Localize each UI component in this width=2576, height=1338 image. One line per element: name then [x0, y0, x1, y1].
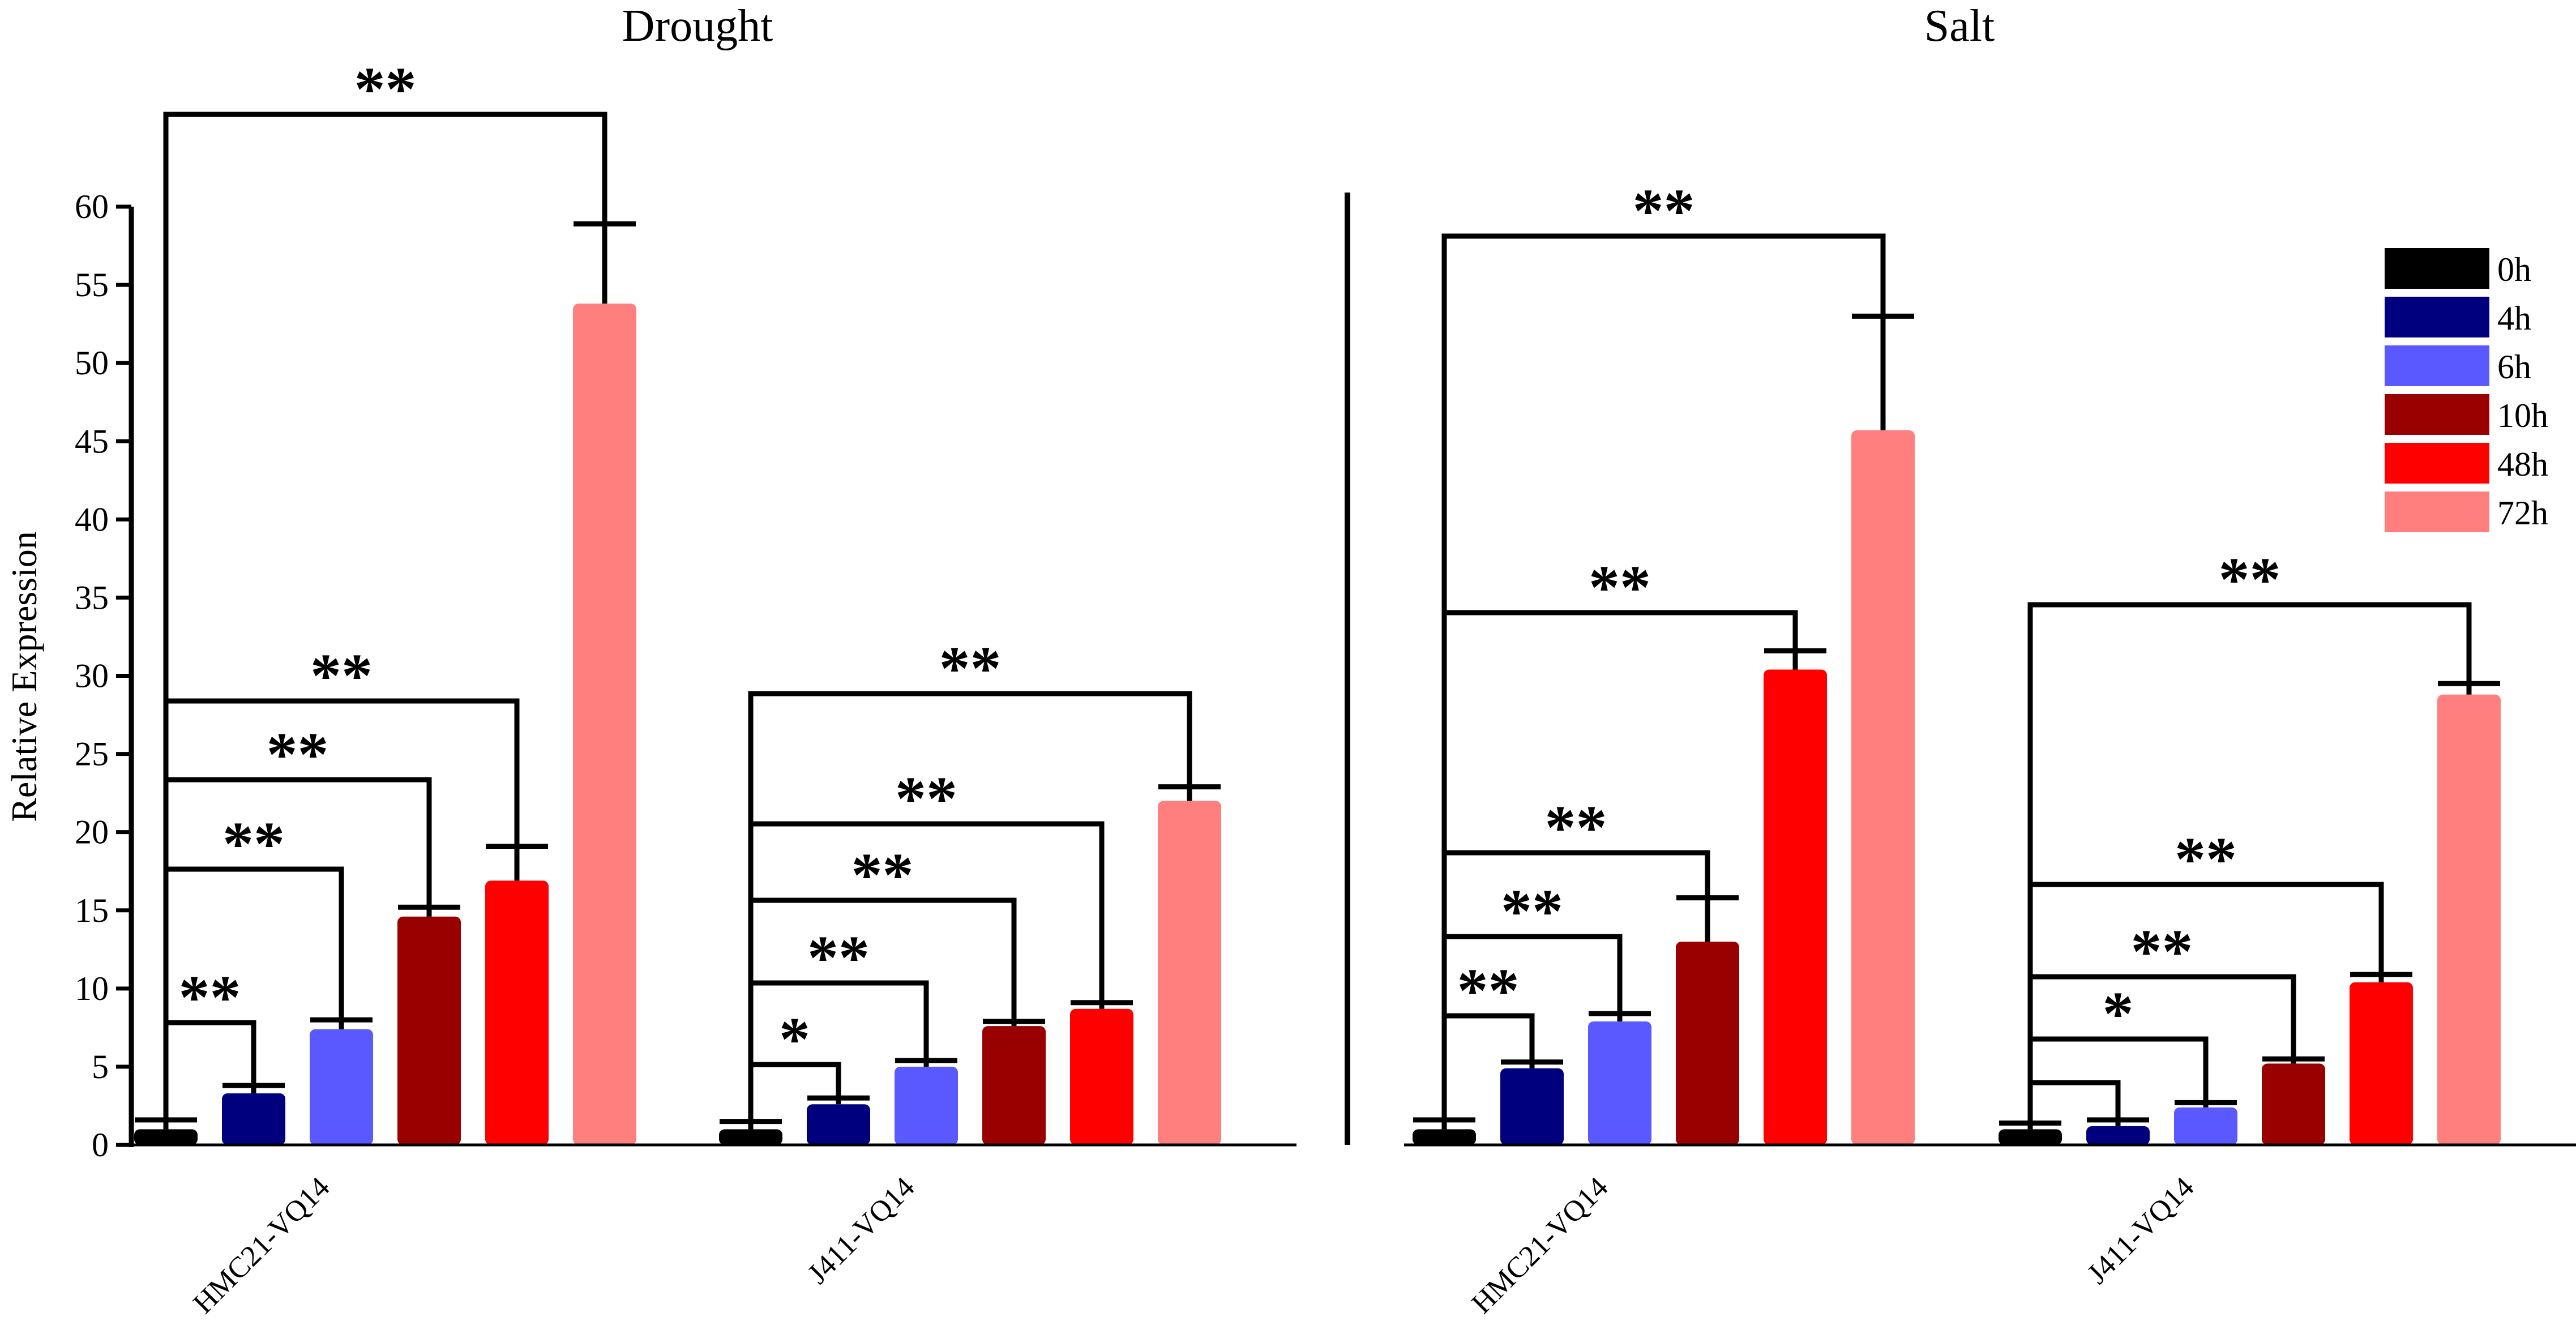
bar: [2350, 982, 2413, 1145]
y-tick-label: 50: [75, 344, 109, 382]
significance-marker: **: [2219, 545, 2281, 614]
bar: [397, 916, 461, 1145]
significance-marker: *: [2103, 979, 2134, 1048]
significance-bracket: [748, 691, 1192, 1119]
significance-marker: **: [807, 923, 870, 992]
y-tick-label: 10: [75, 970, 109, 1007]
y-tick-label: 25: [75, 736, 109, 773]
bar: [310, 1029, 373, 1145]
significance-marker: **: [1457, 956, 1520, 1025]
bar: [1851, 430, 1915, 1145]
significance-marker: **: [310, 641, 373, 710]
bar: [719, 1129, 782, 1145]
bar: [1413, 1129, 1476, 1145]
bar: [982, 1026, 1046, 1145]
significance-marker: **: [851, 840, 914, 909]
bar: [1999, 1129, 2062, 1145]
significance-marker: **: [1501, 877, 1563, 946]
bar: [2262, 1063, 2325, 1145]
significance-marker: **: [1633, 176, 1695, 245]
bar: [807, 1104, 870, 1145]
bar: [1070, 1008, 1133, 1145]
bar: [895, 1066, 958, 1145]
bar: [1500, 1068, 1564, 1145]
significance-marker: **: [2175, 824, 2237, 894]
bar: [222, 1093, 285, 1145]
y-tick-label: 40: [75, 501, 109, 538]
y-tick-label: 0: [92, 1126, 109, 1164]
y-axis: 0 5 10 15 20 25 30 35 40 45 50 55 60: [75, 188, 2576, 1164]
bar: [485, 880, 549, 1145]
y-tick-label: 20: [75, 814, 109, 851]
significance-marker: **: [2131, 917, 2193, 986]
significance-bracket: [1441, 233, 1886, 1118]
category-label: J411-VQ14: [802, 1171, 921, 1290]
significance-marker: **: [267, 720, 329, 789]
legend-label: 4h: [2497, 300, 2531, 337]
error-bars-layer: [135, 221, 2500, 1130]
category-label: HMC21-VQ14: [187, 1171, 336, 1320]
significance-bracket: [2027, 602, 2472, 1121]
bar: [1158, 801, 1221, 1145]
significance-marker: **: [939, 634, 1002, 703]
significance-marker: *: [779, 1004, 810, 1074]
bar: [2174, 1107, 2237, 1145]
bar: [2437, 694, 2501, 1145]
significance-brackets-layer: ************************************: [163, 54, 2472, 1121]
bar: [1588, 1021, 1651, 1145]
legend-label: 72h: [2497, 494, 2548, 532]
bar: [573, 303, 636, 1145]
significance-bracket: [2027, 974, 2296, 1121]
bar: [1764, 669, 1827, 1145]
y-tick-label: 60: [75, 188, 109, 225]
legend-label: 48h: [2497, 446, 2548, 483]
significance-bracket: [163, 112, 607, 1118]
legend-swatch: [2385, 345, 2489, 386]
bar: [134, 1129, 198, 1145]
y-axis-title: Relative Expression: [4, 531, 44, 822]
legend-label: 6h: [2497, 348, 2531, 386]
panel-title: Drought: [622, 1, 773, 51]
legend-swatch: [2385, 297, 2489, 337]
category-label: J411-VQ14: [2081, 1171, 2201, 1290]
legend-swatch: [2385, 443, 2489, 484]
y-tick-label: 55: [75, 266, 109, 303]
y-tick-label: 30: [75, 657, 109, 695]
legend-swatch: [2385, 394, 2489, 435]
significance-marker: **: [354, 54, 417, 123]
bar: [2086, 1126, 2150, 1145]
significance-bracket: [163, 777, 432, 1118]
y-tick-label: 35: [75, 579, 109, 616]
y-tick-label: 5: [92, 1048, 109, 1085]
category-label: HMC21-VQ14: [1466, 1171, 1615, 1320]
bar: [1676, 941, 1739, 1145]
legend-swatch: [2385, 248, 2489, 289]
significance-bracket: [2027, 1080, 2121, 1121]
panel-title: Salt: [1924, 1, 1995, 51]
legend-label: 10h: [2497, 397, 2548, 434]
bars-layer: [134, 303, 2501, 1145]
legend-label: 0h: [2497, 251, 2531, 288]
y-tick-label: 15: [75, 892, 109, 929]
significance-marker: **: [1589, 553, 1651, 622]
legend-swatch: [2385, 491, 2489, 532]
significance-marker: **: [179, 963, 241, 1032]
significance-marker: **: [222, 809, 285, 878]
y-tick-label: 45: [75, 422, 109, 460]
significance-marker: **: [1545, 793, 1607, 862]
significance-marker: **: [895, 764, 957, 833]
legend: 0h 4h 6h 10h 48h 72h: [2385, 248, 2548, 532]
